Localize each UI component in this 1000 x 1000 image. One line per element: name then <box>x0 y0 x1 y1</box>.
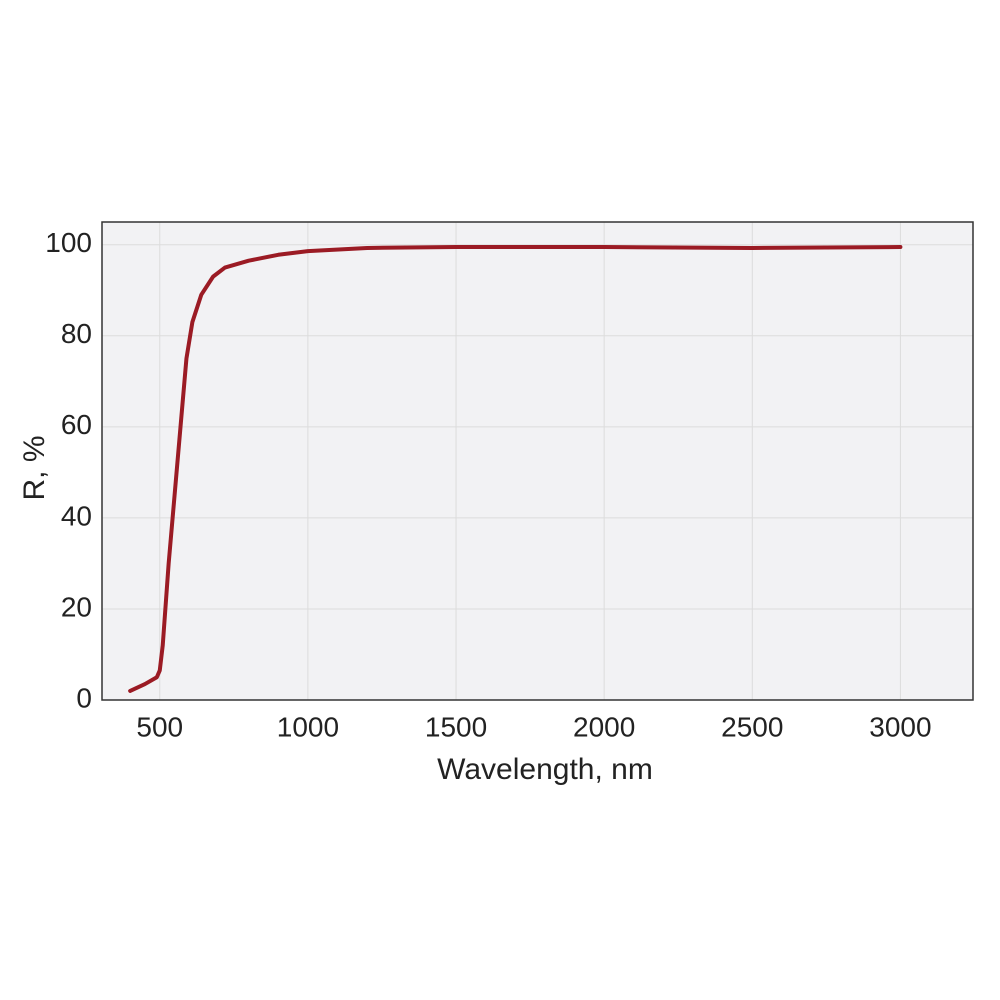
x-axis-label: Wavelength, nm <box>437 753 653 786</box>
x-tick-label: 3000 <box>869 711 931 742</box>
x-tick-label: 1500 <box>425 711 487 742</box>
x-tick-label: 1000 <box>277 711 339 742</box>
y-tick-label: 40 <box>61 500 92 531</box>
y-tick-label: 100 <box>45 227 92 258</box>
plot-area <box>102 222 973 700</box>
y-tick-label: 0 <box>76 682 92 713</box>
x-tick-label: 2000 <box>573 711 635 742</box>
y-tick-label: 60 <box>61 409 92 440</box>
y-axis-label: R, % <box>18 435 51 500</box>
data-line <box>128 245 903 693</box>
x-tick-label: 2500 <box>721 711 783 742</box>
y-tick-label: 80 <box>61 318 92 349</box>
plot-frame <box>101 221 974 701</box>
y-tick-label: 20 <box>61 591 92 622</box>
x-tick-label: 500 <box>136 711 183 742</box>
